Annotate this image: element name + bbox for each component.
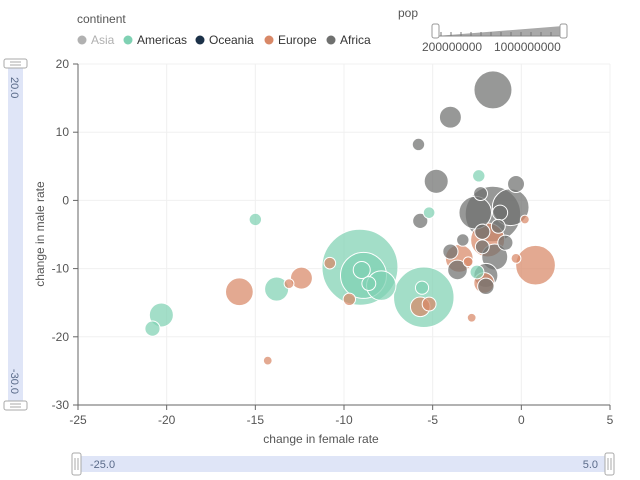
data-point-europe [225, 278, 253, 306]
y-slider-track [8, 64, 23, 406]
data-point-africa [475, 224, 490, 239]
data-point-africa [498, 235, 513, 250]
legend-label: Europe [278, 33, 317, 47]
data-point-africa [439, 106, 461, 128]
data-point-europe [463, 257, 473, 267]
legend-swatch [265, 36, 274, 45]
data-point-americas [423, 207, 435, 219]
legend-item-europe[interactable]: Europe [265, 33, 318, 47]
x-tick-label: 0 [518, 413, 525, 427]
data-point-americas [473, 170, 485, 182]
data-point-americas [470, 265, 484, 279]
x-tick-label: -15 [247, 413, 265, 427]
y-tick-label: 10 [56, 125, 70, 139]
data-point-americas [145, 321, 160, 336]
data-point-europe [284, 279, 294, 289]
y-tick-label: 0 [62, 193, 69, 207]
data-point-africa [443, 244, 458, 259]
legend-item-americas[interactable]: Americas [124, 33, 188, 47]
size-legend-title: pop [398, 6, 418, 20]
data-point-africa [457, 234, 469, 246]
data-point-americas [415, 281, 428, 294]
x-slider-left-handle[interactable] [72, 453, 81, 475]
legend: continent Asia Americas Oceania Europe A… [77, 12, 371, 47]
size-min-handle[interactable] [432, 24, 439, 38]
legend-item-asia[interactable]: Asia [78, 33, 115, 47]
legend-item-africa[interactable]: Africa [327, 33, 372, 47]
y-slider-top-handle[interactable] [4, 59, 27, 68]
data-point-europe [324, 257, 336, 269]
x-tick-label: -20 [158, 413, 176, 427]
legend-title: continent [77, 12, 126, 26]
y-slider-bottom-handle[interactable] [4, 401, 27, 410]
data-point-africa [492, 205, 507, 220]
x-zoom-slider[interactable]: -25.0 5.0 [72, 453, 614, 475]
legend-swatch [78, 36, 87, 45]
x-tick-label: -10 [335, 413, 353, 427]
legend-label: Americas [137, 33, 187, 47]
legend-label: Africa [340, 33, 371, 47]
size-legend: pop 200000000 1000000000 [398, 6, 567, 54]
size-tick-label: 200000000 [422, 40, 482, 54]
legend-swatch [124, 36, 133, 45]
y-zoom-slider[interactable]: 20.0 -30.0 [4, 59, 27, 410]
legend-swatch [196, 36, 205, 45]
y-tick-label: -20 [52, 330, 70, 344]
legend-swatch [327, 36, 336, 45]
x-axis-label: change in female rate [263, 432, 379, 446]
legend-label: Oceania [209, 33, 254, 47]
size-tick-label: 1000000000 [494, 40, 561, 54]
y-tick-label: -30 [52, 398, 70, 412]
data-point-americas [362, 277, 376, 291]
data-point-europe [343, 293, 355, 305]
data-point-americas [249, 213, 261, 225]
y-tick-label: 20 [56, 57, 70, 71]
size-ramp [436, 26, 563, 36]
data-point-africa [412, 138, 424, 150]
data-point-europe [422, 297, 436, 311]
y-tick-label: -10 [52, 262, 70, 276]
data-point-africa [508, 176, 525, 193]
data-point-americas [353, 261, 370, 278]
y-slider-top-label: 20.0 [8, 77, 20, 98]
legend-item-oceania[interactable]: Oceania [196, 33, 255, 47]
data-point-africa [478, 278, 494, 294]
y-axis-label: change in male rate [33, 181, 47, 287]
y-slider-bottom-label: -30.0 [8, 369, 20, 394]
x-tick-label: -25 [69, 413, 87, 427]
x-slider-right-label: 5.0 [583, 459, 598, 471]
data-points [145, 71, 556, 365]
data-point-europe [516, 245, 556, 285]
data-point-europe [511, 253, 521, 263]
data-point-africa [424, 169, 448, 193]
x-slider-right-handle[interactable] [605, 453, 614, 475]
data-point-europe [263, 356, 272, 365]
data-point-africa [459, 196, 492, 229]
data-point-africa [474, 187, 488, 201]
data-point-africa [491, 219, 505, 233]
legend-label: Asia [91, 33, 115, 47]
x-slider-track [77, 456, 610, 472]
size-max-handle[interactable] [560, 24, 567, 38]
data-point-africa [475, 240, 489, 254]
data-point-africa [474, 71, 512, 109]
data-point-europe [467, 313, 476, 322]
data-point-europe [520, 215, 529, 224]
x-tick-label: -5 [427, 413, 438, 427]
x-slider-left-label: -25.0 [90, 459, 115, 471]
x-tick-label: 5 [607, 413, 614, 427]
